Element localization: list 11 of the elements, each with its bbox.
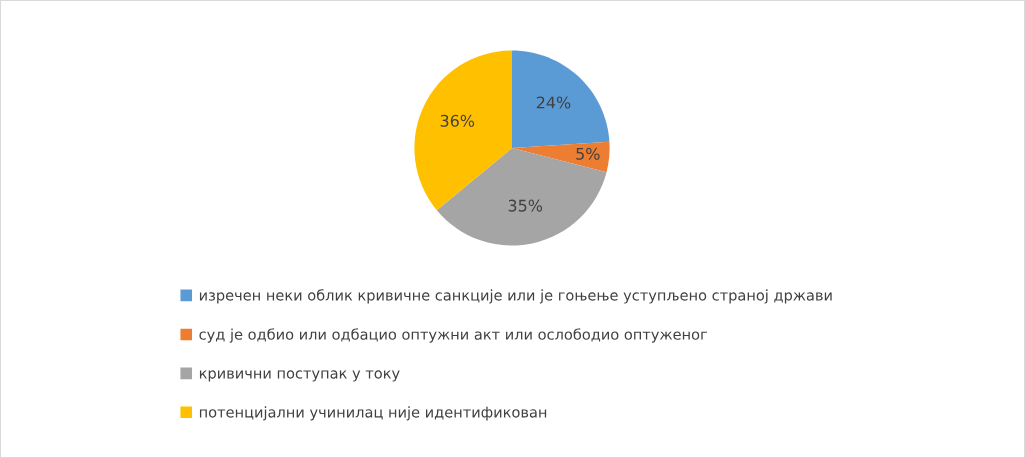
legend-label: изречен неки облик кривичне санкције или је гоњење уступљено страној држави [199,289,832,304]
data-label: 35% [508,199,543,212]
pie-slice [436,148,607,246]
data-label: 24% [536,96,571,109]
legend-label: потенцијални учинилац није идентификован [199,406,547,421]
legend-label: суд је одбио или одбацио оптужни акт или ослободио оптуженог [199,328,707,343]
pie-slice [512,141,610,173]
legend-label: кривични поступак у току [199,370,400,382]
data-label: 5% [576,147,600,160]
data-label: 36% [440,114,475,127]
pie-slice [512,50,610,148]
